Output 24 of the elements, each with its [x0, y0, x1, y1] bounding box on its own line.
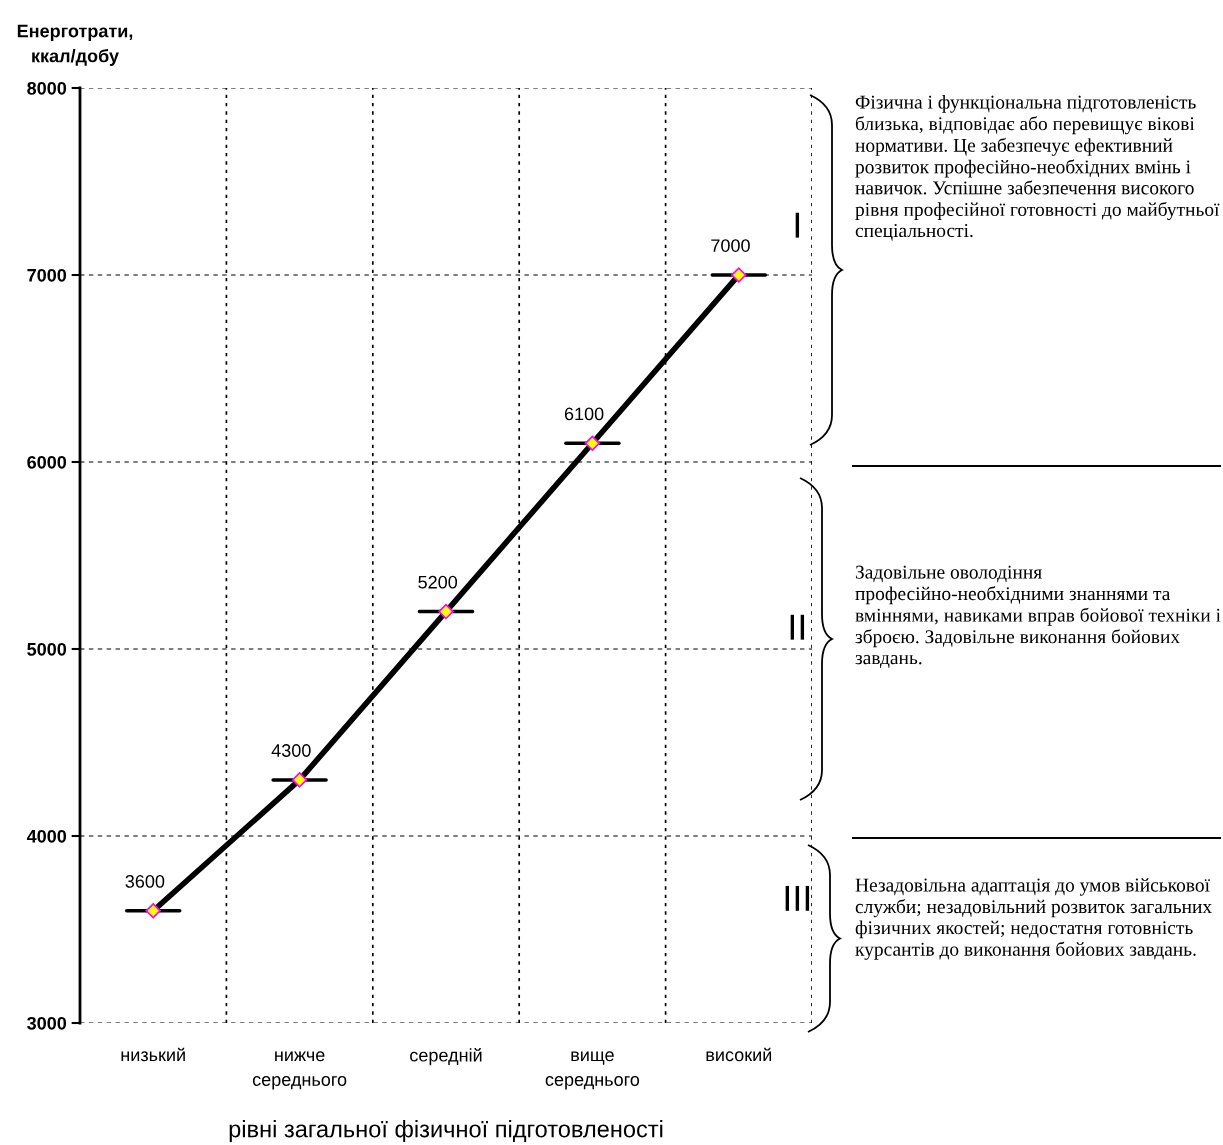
- y-tick-label: 6000: [27, 455, 67, 469]
- data-label: 5200: [418, 575, 458, 589]
- x-axis-title: рівні загальної фізичної підготовленості: [229, 1120, 663, 1143]
- annotation: III: [785, 885, 810, 911]
- x-tick-label: високий: [706, 1047, 772, 1062]
- y-axis-title: Енерготрати, ккал/добу: [17, 24, 133, 66]
- data-label: 3600: [125, 875, 165, 888]
- annotation: II: [790, 614, 805, 640]
- text: Незадовільна адаптація до умов військової служби; незадовільний розвиток загальних фізичних якостей; недостатня готовність курсантів до виконання бойових завдань.: [855, 878, 1212, 960]
- y-tick-label: 7000: [27, 268, 67, 282]
- text: Задовільне оволодіння професійно-необхідними знаннями та вміннями, навиками вправ бойової техніки і зброєю. Задовільне виконання бойових завдань.: [855, 565, 1221, 668]
- y-tick-label: 5000: [27, 642, 67, 656]
- annotation: I: [795, 212, 800, 238]
- x-tick-label: середній: [410, 1048, 482, 1066]
- data-label: 7000: [711, 239, 750, 252]
- x-tick-label: нижче середнього: [252, 1051, 347, 1090]
- text: Фізична і функціональна підготовленість близька, відповідає або перевищує вікові нормативи. Це забезпечує ефективний розвиток професійно-необхідних вмінь і навичок. Успішне забезпечення високого рівня професійної готовності до майбутньої спеціальності.: [855, 95, 1220, 241]
- y-tick-label: 3000: [27, 1016, 67, 1030]
- x-tick-label: низький: [121, 1047, 185, 1062]
- data-label: 6100: [564, 407, 604, 421]
- x-tick-label: вище середнього: [545, 1051, 640, 1090]
- data-label: 4300: [271, 744, 311, 757]
- y-tick-label: 4000: [26, 829, 67, 843]
- y-tick-label: 8000: [27, 81, 67, 95]
